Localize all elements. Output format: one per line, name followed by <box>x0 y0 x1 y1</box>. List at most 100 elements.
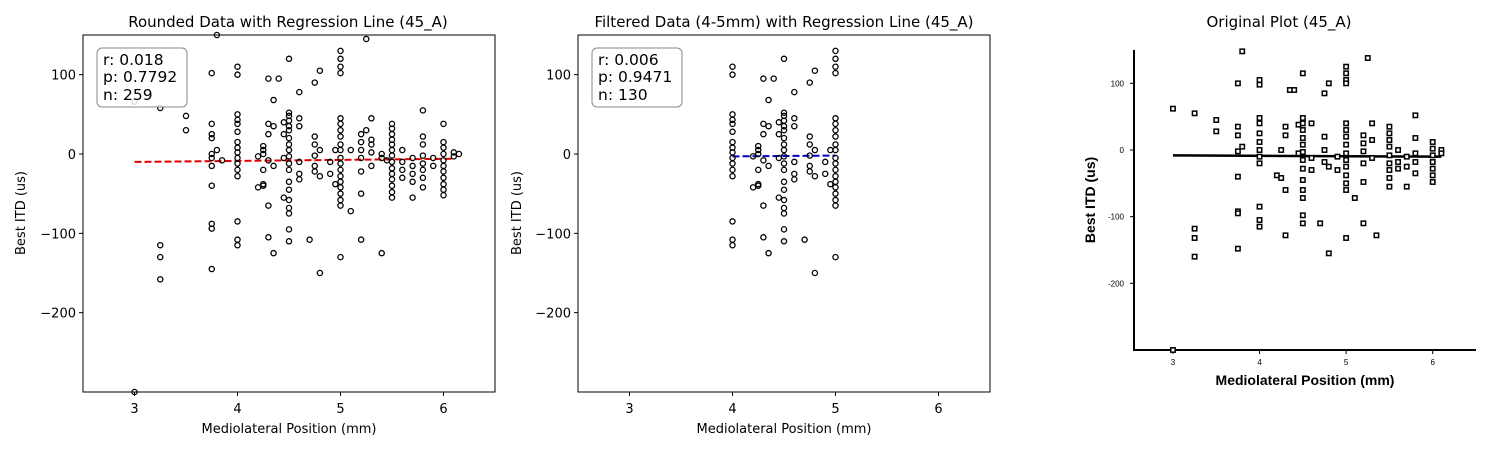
data-point <box>1299 165 1306 172</box>
data-point <box>265 75 272 82</box>
data-point <box>285 55 293 63</box>
data-point <box>208 162 215 170</box>
data-point <box>1256 160 1263 167</box>
data-point <box>1395 147 1402 153</box>
data-point <box>1282 123 1289 130</box>
data-point <box>1429 179 1436 185</box>
data-point <box>1386 167 1393 173</box>
data-point <box>208 134 215 142</box>
data-point <box>218 157 226 164</box>
panel-1-y-label: Best ITD (us) <box>14 171 29 255</box>
data-point <box>729 241 736 249</box>
data-point <box>1282 232 1289 239</box>
data-point <box>1256 115 1263 121</box>
data-point <box>832 160 839 167</box>
data-point <box>780 210 788 217</box>
data-point <box>270 162 277 170</box>
data-point <box>780 204 788 212</box>
data-point <box>780 226 788 233</box>
panel-2-axes <box>574 74 939 396</box>
y-tick-label: 0 <box>1120 146 1125 155</box>
data-point <box>1299 115 1306 121</box>
x-tick-label: 5 <box>336 402 344 417</box>
data-point <box>1334 153 1341 160</box>
data-point <box>234 128 241 136</box>
data-point <box>368 115 375 122</box>
data-point <box>1299 141 1306 148</box>
data-point <box>811 67 819 74</box>
data-point <box>234 172 241 180</box>
data-point <box>208 130 215 138</box>
data-point <box>729 128 736 136</box>
data-point <box>1386 143 1393 150</box>
data-point <box>806 133 814 140</box>
data-point <box>285 210 293 217</box>
data-point <box>311 168 318 175</box>
panel-2-x-label: Mediolateral Position (mm) <box>697 422 872 437</box>
panel-1-stat-p: p: 0.7792 <box>103 68 177 86</box>
data-point <box>780 153 788 160</box>
data-point <box>296 170 303 178</box>
data-point <box>1369 137 1376 143</box>
panel-3-x-label: Mediolateral Position (mm) <box>1216 372 1395 388</box>
data-point <box>285 160 293 167</box>
data-point <box>832 120 839 128</box>
data-point <box>409 162 416 170</box>
data-point <box>347 207 355 215</box>
data-point <box>254 184 262 191</box>
data-point <box>791 115 798 122</box>
data-point <box>1386 175 1393 181</box>
data-point <box>337 253 344 261</box>
data-point <box>765 122 772 130</box>
data-point <box>311 133 318 140</box>
data-point <box>755 150 762 158</box>
data-point <box>1256 153 1263 160</box>
data-point <box>832 178 839 186</box>
data-point <box>234 111 241 118</box>
data-point <box>234 166 241 174</box>
data-point <box>265 202 272 209</box>
data-point <box>821 158 829 166</box>
data-point <box>729 120 736 128</box>
panel-1-x-ticks: 3 4 5 6 <box>130 402 447 417</box>
data-point <box>409 170 416 178</box>
y-tick-label: −100 <box>40 227 76 242</box>
data-point <box>1278 175 1285 181</box>
data-point <box>368 141 375 148</box>
data-point <box>780 134 788 142</box>
data-point <box>1278 147 1285 153</box>
x-tick-label: 3 <box>130 402 138 417</box>
data-point <box>806 152 814 159</box>
data-point <box>1438 150 1445 157</box>
data-point <box>1429 172 1436 179</box>
data-point <box>832 63 839 70</box>
data-point <box>832 166 839 174</box>
data-point <box>285 146 293 154</box>
data-point <box>780 109 788 116</box>
panel-3-regression <box>1172 154 1442 158</box>
data-point <box>234 71 241 78</box>
data-point <box>1429 165 1436 172</box>
panel-1-stat-r: r: 0.018 <box>103 51 164 69</box>
data-point <box>806 168 814 175</box>
data-point <box>1282 132 1289 139</box>
data-point <box>729 138 736 146</box>
panel-3-y-ticks: 100 0 -100 -200 <box>1108 79 1125 288</box>
data-point <box>1343 133 1350 140</box>
x-tick-label: 5 <box>1344 358 1349 367</box>
x-tick-label: 5 <box>831 402 839 417</box>
regression-line <box>134 157 454 163</box>
panel-2-stat-p: p: 0.9471 <box>598 68 672 86</box>
data-point <box>749 184 757 191</box>
data-point <box>1170 105 1176 112</box>
data-point <box>1325 80 1332 87</box>
data-point <box>832 69 839 77</box>
data-point <box>1343 172 1350 179</box>
panel-filtered: Filtered Data (4-5mm) with Regression Li… <box>510 13 991 437</box>
data-point <box>280 130 288 138</box>
data-point <box>296 176 303 183</box>
data-point <box>1317 220 1324 227</box>
panel-3-title: Original Plot (45_A) <box>1206 13 1351 32</box>
data-point <box>337 69 344 77</box>
panel-1-title: Rounded Data with Regression Line (45_A) <box>128 13 448 32</box>
